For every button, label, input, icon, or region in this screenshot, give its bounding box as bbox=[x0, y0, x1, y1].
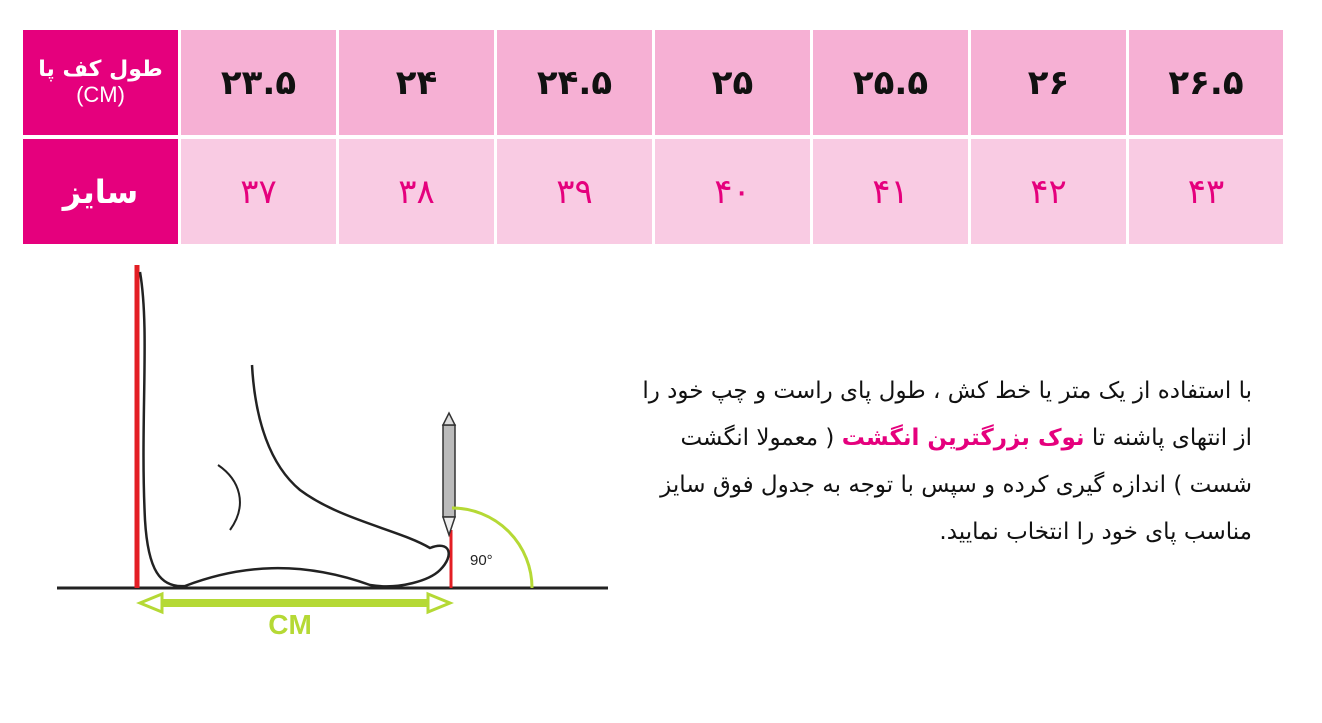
size-cell: ۳۸ bbox=[339, 139, 494, 244]
instructions-part1: با استفاده از یک متر یا خط کش ، طول پای … bbox=[642, 378, 1252, 451]
foot-length-header: طول کف پا (CM) bbox=[23, 30, 178, 135]
foot-length-cell: ۲۶.۵ bbox=[1129, 30, 1283, 135]
foot-length-cell: ۲۶ bbox=[971, 30, 1126, 135]
pencil-icon bbox=[441, 411, 457, 538]
instructions-highlight: نوک بزرگترین انگشت bbox=[841, 425, 1085, 451]
foot-length-cell: ۲۳.۵ bbox=[181, 30, 336, 135]
instructions-part2: ( معمولا انگشت شست ) اندازه گیری کرده و … bbox=[660, 425, 1252, 545]
ankle-curve bbox=[217, 464, 241, 531]
size-cell: ۳۹ bbox=[497, 139, 652, 244]
foot-outline bbox=[138, 271, 450, 588]
angle-arc bbox=[451, 506, 534, 589]
foot-length-cell: ۲۴.۵ bbox=[497, 30, 652, 135]
size-cell: ۴۱ bbox=[813, 139, 968, 244]
size-cell: ۴۳ bbox=[1129, 139, 1283, 244]
instructions-text: با استفاده از یک متر یا خط کش ، طول پای … bbox=[630, 368, 1252, 556]
foot-length-label: طول کف پا bbox=[38, 57, 163, 82]
foot-length-unit: (CM) bbox=[76, 82, 125, 107]
angle-label: 90° bbox=[470, 552, 493, 569]
size-header: سایز bbox=[23, 139, 178, 244]
foot-length-cell: ۲۵ bbox=[655, 30, 810, 135]
size-cell: ۳۷ bbox=[181, 139, 336, 244]
foot-length-cell: ۲۵.۵ bbox=[813, 30, 968, 135]
foot-length-cell: ۲۴ bbox=[339, 30, 494, 135]
cm-label: CM bbox=[268, 609, 312, 640]
size-label: سایز bbox=[62, 172, 139, 211]
size-cell: ۴۲ bbox=[971, 139, 1126, 244]
foot-measure-illustration: 90° CM bbox=[57, 265, 608, 640]
cm-arrow bbox=[136, 591, 454, 615]
size-cell: ۴۰ bbox=[655, 139, 810, 244]
